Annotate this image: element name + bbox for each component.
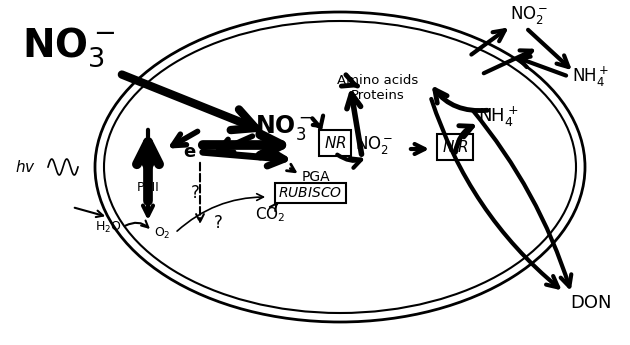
Text: NO$_2^-$: NO$_2^-$ — [355, 134, 394, 156]
Text: $NiR$: $NiR$ — [442, 139, 468, 155]
Text: NH$_4^+$: NH$_4^+$ — [478, 105, 518, 129]
Text: NH$_4^+$: NH$_4^+$ — [572, 65, 609, 89]
Text: PGA: PGA — [302, 170, 331, 184]
Text: NO$_2^-$: NO$_2^-$ — [510, 4, 549, 26]
Text: $hv$: $hv$ — [15, 159, 36, 175]
Text: Proteins: Proteins — [351, 89, 405, 101]
Text: e$^-$: e$^-$ — [183, 144, 209, 162]
Text: NO$_3^-$: NO$_3^-$ — [255, 112, 312, 141]
Text: $RUBISCO$: $RUBISCO$ — [278, 186, 342, 200]
Text: ?: ? — [190, 184, 200, 202]
Text: NO$_3^-$: NO$_3^-$ — [22, 25, 115, 69]
Text: PSII: PSII — [137, 180, 159, 194]
Text: DON: DON — [570, 294, 612, 312]
Text: ?: ? — [214, 214, 222, 232]
Text: $NR$: $NR$ — [324, 135, 346, 151]
Text: Amino acids: Amino acids — [338, 73, 418, 87]
Text: O$_2$: O$_2$ — [154, 225, 170, 240]
Text: CO$_2$: CO$_2$ — [255, 206, 285, 224]
Text: H$_2$O: H$_2$O — [94, 219, 122, 235]
